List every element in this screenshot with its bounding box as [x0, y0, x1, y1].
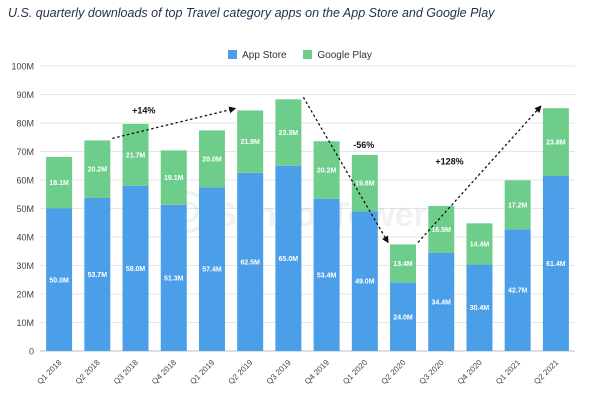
- y-tick-label: 0: [29, 347, 34, 357]
- data-label: 30.4M: [470, 305, 490, 312]
- trend-arrow: [417, 105, 542, 243]
- bar-google-play-q1-2018: [46, 156, 73, 209]
- x-tick-label: Q1 2019: [188, 358, 216, 386]
- trend-label: +14%: [132, 105, 155, 115]
- bar-google-play-q2-2019: [237, 110, 264, 173]
- data-label: 53.7M: [88, 272, 108, 279]
- y-tick-label: 50M: [16, 204, 34, 214]
- bar-google-play-q2-2020: [390, 244, 417, 283]
- bar-app-store-q1-2020: [351, 211, 378, 351]
- data-label: 13.4M: [393, 261, 413, 268]
- legend-label-google-play: Google Play: [317, 50, 372, 61]
- legend: App Store Google Play: [0, 50, 600, 61]
- data-label: 20.0M: [202, 156, 222, 163]
- data-label: 58.0M: [126, 266, 146, 273]
- x-tick-label: Q4 2019: [303, 358, 331, 386]
- x-tick-label: Q4 2018: [150, 358, 178, 386]
- bar-app-store-q2-2018: [84, 197, 111, 351]
- y-tick-label: 10M: [16, 318, 34, 328]
- data-label: 21.9M: [240, 139, 260, 146]
- legend-item-app-store: App Store: [228, 50, 287, 61]
- trend-label: +128%: [435, 156, 463, 166]
- data-label: 34.4M: [432, 299, 452, 306]
- bar-google-play-q3-2020: [428, 205, 455, 253]
- data-label: 24.0M: [393, 314, 413, 321]
- data-label: 53.4M: [317, 272, 337, 279]
- data-label: 21.7M: [126, 152, 146, 159]
- legend-swatch-app-store: [228, 50, 238, 59]
- data-label: 19.8M: [355, 181, 375, 188]
- x-tick-label: Q1 2018: [35, 358, 63, 386]
- legend-swatch-google-play: [303, 50, 313, 59]
- data-label: 49.0M: [355, 279, 375, 286]
- y-tick-label: 80M: [16, 119, 34, 129]
- x-tick-label: Q3 2019: [265, 358, 293, 386]
- x-axis: Q1 2018 Q2 2018 Q3 2018 Q4 2018 Q1 2019 Q2 20…: [35, 358, 560, 386]
- x-tick-label: Q2 2021: [532, 358, 560, 386]
- data-label: 42.7M: [508, 288, 528, 295]
- data-label: 20.2M: [317, 168, 337, 175]
- bar-google-play-q3-2018: [122, 123, 149, 186]
- data-label: 19.1M: [164, 175, 184, 182]
- x-tick-label: Q2 2020: [379, 358, 407, 386]
- bar-app-store-q2-2019: [237, 172, 264, 351]
- data-label: 62.5M: [240, 259, 260, 266]
- bar-google-play-q4-2020: [466, 223, 493, 265]
- bar-app-store-q1-2019: [198, 187, 225, 351]
- bar-app-store-q2-2020: [390, 282, 417, 351]
- x-tick-label: Q3 2020: [418, 358, 446, 386]
- x-tick-label: Q4 2020: [456, 358, 484, 386]
- bar-google-play-q4-2018: [160, 150, 187, 205]
- y-tick-label: 60M: [16, 176, 34, 186]
- bar-google-play-q2-2021: [542, 108, 569, 177]
- data-label: 17.2M: [508, 202, 528, 209]
- bar-app-store-q4-2018: [160, 204, 187, 351]
- bar-app-store-q4-2019: [313, 198, 340, 351]
- x-tick-label: Q2 2019: [227, 358, 255, 386]
- data-label: 23.3M: [279, 130, 299, 137]
- data-label: 14.4M: [470, 241, 490, 248]
- y-tick-label: 70M: [16, 147, 34, 157]
- x-tick-label: Q3 2018: [112, 358, 140, 386]
- x-tick-label: Q1 2021: [494, 358, 522, 386]
- legend-item-google-play: Google Play: [303, 50, 372, 61]
- data-label: 18.1M: [49, 180, 69, 187]
- trend-arrow: [112, 106, 237, 140]
- chart-title: U.S. quarterly downloads of top Travel c…: [8, 6, 495, 20]
- bar-google-play-q2-2018: [84, 140, 111, 198]
- bar-app-store-q3-2019: [275, 165, 302, 351]
- y-tick-label: 40M: [16, 233, 34, 243]
- data-label: 23.8M: [546, 140, 566, 147]
- bar-google-play-q1-2019: [198, 130, 225, 188]
- annotations: +14% -56% +128%: [112, 97, 542, 244]
- bar-app-store-q1-2021: [504, 229, 531, 351]
- data-label: 50.0M: [49, 277, 69, 284]
- y-axis: 0 10M 20M 30M 40M 50M 60M 70M 80M 90M 100M: [11, 62, 34, 357]
- bar-app-store-q3-2020: [428, 252, 455, 351]
- y-tick-label: 90M: [16, 90, 34, 100]
- data-label: 16.5M: [432, 227, 452, 234]
- data-label: 65.0M: [279, 256, 299, 263]
- bars: 50.0M 18.1M 53.7M 20.2M 58.0M 21.7M 51.3M 19.1M…: [46, 99, 569, 351]
- x-tick-label: Q1 2020: [341, 358, 369, 386]
- y-tick-label: 30M: [16, 261, 34, 271]
- y-tick-label: 100M: [11, 62, 34, 72]
- data-label: 57.4M: [202, 267, 222, 274]
- data-label: 51.3M: [164, 275, 184, 282]
- bar-app-store-q2-2021: [542, 176, 569, 351]
- data-label: 20.2M: [88, 167, 108, 174]
- bar-app-store-q1-2018: [46, 208, 73, 351]
- data-label: 61.4M: [546, 261, 566, 268]
- bar-app-store-q3-2018: [122, 185, 149, 351]
- x-tick-label: Q2 2018: [74, 358, 102, 386]
- bar-app-store-q4-2020: [466, 264, 493, 351]
- y-tick-label: 20M: [16, 290, 34, 300]
- legend-label-app-store: App Store: [242, 50, 287, 61]
- trend-label: -56%: [353, 140, 374, 150]
- bar-google-play-q3-2019: [275, 99, 302, 166]
- bar-google-play-q1-2021: [504, 180, 531, 230]
